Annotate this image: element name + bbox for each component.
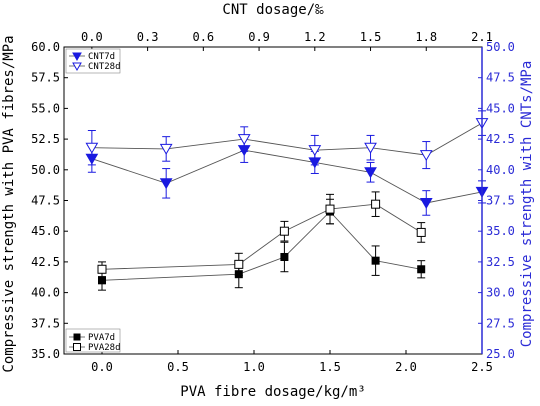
- top-x-tick-label: 1.8: [415, 30, 437, 44]
- legend-cnt7d-label: CNT7d: [88, 52, 115, 62]
- legend-cnt28d-label: CNT28d: [88, 62, 121, 72]
- left-y-tick-label: 42.5: [31, 255, 60, 269]
- right-y-tick-label: 42.5: [486, 132, 515, 146]
- y-axis-title-left: Compressive strength with PVA fibres/MPa: [1, 35, 17, 372]
- cnt7d-point: [419, 197, 433, 209]
- right-y-tick-label: 30.0: [486, 286, 515, 300]
- tick-labels: 35.0 37.5 40.0 42.5 45.0 47.5 50.0 52.5 55.0 57.5…: [31, 30, 515, 374]
- left-y-tick-label: 37.5: [31, 316, 60, 330]
- left-y-tick-label: 60.0: [31, 40, 60, 54]
- legend-pva7d-label: PVA7d: [88, 333, 115, 343]
- cnt28d-point: [159, 143, 173, 155]
- legend-pva: PVA7d PVA28d: [65, 328, 121, 353]
- legend-pva28d-marker: [73, 343, 81, 351]
- right-y-tick-label: 37.5: [486, 194, 515, 208]
- right-y-tick-label: 27.5: [486, 316, 515, 330]
- left-y-tick-label: 45.0: [31, 224, 60, 238]
- cnt28d-point: [419, 150, 433, 162]
- top-x-tick-label: 0.9: [248, 30, 270, 44]
- pva28d-line: [101, 203, 422, 270]
- x-axis-title-top: CNT dosage/‰: [222, 2, 324, 18]
- top-x-tick-label: 0.3: [137, 30, 159, 44]
- pva28d-point: [234, 259, 244, 269]
- cnt28d-point: [308, 145, 322, 157]
- bottom-x-tick-label: 2.5: [471, 360, 493, 374]
- cnt28d-point: [85, 142, 99, 154]
- right-y-tick-label: 35.0: [486, 224, 515, 238]
- cnt28d-point: [237, 134, 251, 146]
- legend-pva7d-marker: [73, 333, 81, 341]
- pva28d-point: [279, 226, 289, 236]
- legend-cnt28d-marker: [72, 62, 82, 72]
- x-axis-title-bottom: PVA fibre dosage/kg/m³: [180, 384, 365, 400]
- legend-pva28d-label: PVA28d: [88, 343, 121, 353]
- right-y-tick-label: 25.0: [486, 347, 515, 361]
- bottom-x-tick-label: 1.5: [319, 360, 341, 374]
- right-y-tick-label: 47.5: [486, 71, 515, 85]
- right-y-tick-label: 32.5: [486, 255, 515, 269]
- pva7d-line: [101, 210, 422, 281]
- legend-cnt: CNT7d CNT28d: [65, 48, 121, 74]
- left-y-tick-label: 50.0: [31, 163, 60, 177]
- left-y-tick-label: 47.5: [31, 194, 60, 208]
- cnt28d-point: [364, 142, 377, 154]
- left-y-tick-label: 55.0: [31, 101, 60, 115]
- pva28d-point: [416, 227, 426, 237]
- right-y-tick-label: 40.0: [486, 163, 515, 177]
- right-y-tick-label: 50.0: [486, 40, 515, 54]
- top-x-tick-label: 0.0: [81, 30, 103, 44]
- pva28d-point: [97, 264, 107, 274]
- pva7d-point: [371, 256, 380, 265]
- top-x-tick-label: 2.1: [471, 30, 493, 44]
- cnt7d-point: [159, 178, 173, 190]
- y-axis-title-right: Compressive strength with CNTs/MPa: [519, 61, 535, 348]
- left-y-tick-label: 57.5: [31, 71, 60, 85]
- bottom-x-tick-label: 2.0: [395, 360, 417, 374]
- pva7d-point: [280, 252, 289, 261]
- top-x-tick-label: 1.2: [304, 30, 326, 44]
- pva7d-point: [98, 276, 106, 285]
- left-y-tick-label: 35.0: [31, 347, 60, 361]
- left-y-tick-label: 52.5: [31, 132, 60, 146]
- pva28d-point: [325, 204, 335, 214]
- bottom-x-tick-label: 1.0: [243, 360, 265, 374]
- top-x-tick-label: 0.6: [192, 30, 214, 44]
- pva7d-point: [417, 265, 426, 274]
- pva28d-point: [371, 199, 381, 209]
- right-y-tick-label: 45.0: [486, 101, 515, 115]
- top-x-tick-label: 1.5: [360, 30, 382, 44]
- cnt7d-point: [364, 167, 377, 179]
- left-y-tick-label: 40.0: [31, 286, 60, 300]
- bottom-x-tick-label: 0.5: [167, 360, 189, 374]
- legend-cnt7d-marker: [72, 52, 82, 62]
- bottom-x-tick-label: 0.0: [91, 360, 113, 374]
